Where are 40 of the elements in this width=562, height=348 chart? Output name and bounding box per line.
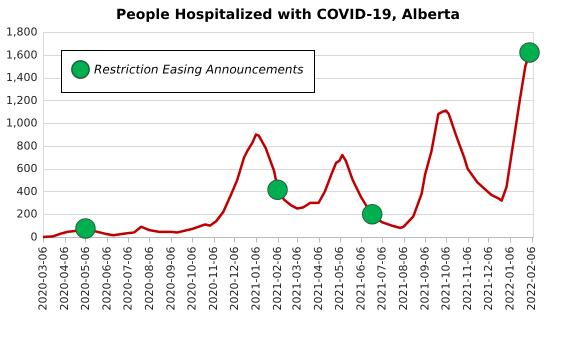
y-tick-label: 200 — [16, 208, 38, 221]
y-tick-label: 800 — [16, 139, 38, 152]
x-tick-label: 2021-08-06 — [397, 246, 410, 310]
point — [267, 180, 288, 200]
x-tick-label: 2022-02-06 — [525, 246, 538, 310]
y-tick-label: 1,800 — [6, 26, 38, 38]
y-tick-label: 1,600 — [6, 48, 38, 62]
x-tick-label: 2020-08-06 — [142, 246, 156, 310]
x-tick-label: 2021-10-06 — [439, 246, 452, 310]
x-tick-label: 2021-05-06 — [333, 246, 346, 310]
x-tick-label: 2022-01-06 — [504, 246, 517, 310]
y-tick-label: 1,000 — [6, 116, 38, 130]
y-tick-label: 1,200 — [6, 94, 38, 107]
x-tick-label: 2020-09-06 — [164, 246, 178, 310]
x-tick-label: 2020-05-06 — [78, 246, 92, 310]
point — [519, 42, 540, 63]
x-tick-label: 2021-02-06 — [271, 246, 284, 310]
legend-label: Restriction Easing Announcements — [94, 62, 304, 76]
x-tick-label: 2021-01-06 — [249, 246, 262, 310]
x-tick-label: 2021-11-06 — [461, 246, 474, 310]
point — [362, 204, 382, 224]
x-tick-label: 2021-09-06 — [418, 246, 432, 310]
x-tick-label: 2020-04-06 — [58, 246, 72, 310]
x-tick-label: 2020-11-06 — [207, 246, 220, 310]
x-tick-label: 2021-03-06 — [290, 246, 304, 310]
chart-title: People Hospitalized with COVID-19, Alberta — [116, 7, 460, 23]
point — [75, 218, 96, 239]
y-tick-label: 0 — [30, 230, 38, 244]
x-tick-label: 2020-07-06 — [121, 246, 134, 310]
x-tick-label: 2020-12-06 — [228, 246, 241, 310]
x-tick-label: 2020-10-06 — [185, 246, 198, 310]
y-tick-label: 1,400 — [6, 71, 38, 84]
x-tick-label: 2021-04-06 — [312, 246, 326, 310]
x-tick-label: 2020-06-06 — [100, 246, 114, 310]
y-tick-label: 400 — [16, 184, 38, 198]
x-tick-label: 2021-12-06 — [482, 246, 495, 310]
x-tick-label: 2021-06-06 — [354, 246, 368, 310]
y-tick-label: 600 — [16, 162, 38, 176]
x-tick-label: 2021-07-06 — [375, 246, 388, 310]
x-tick-label: 2020-03-06 — [36, 246, 50, 310]
